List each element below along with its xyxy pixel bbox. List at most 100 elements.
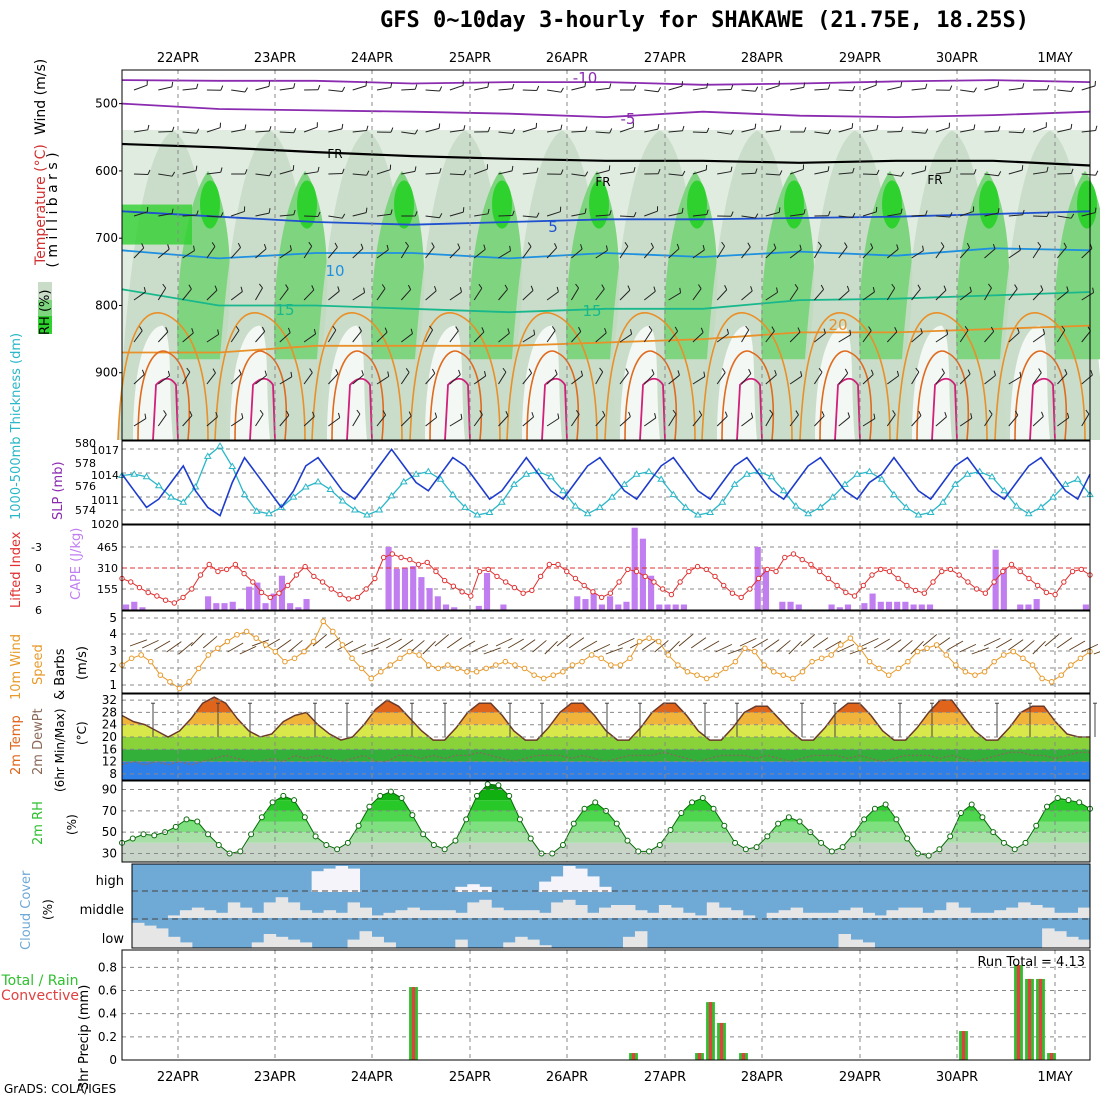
thickness-marker [1037,503,1045,510]
rh-unit-label: (%) [65,814,79,835]
isotherm-line [121,210,1091,226]
cape-bar [287,603,294,610]
precip-bar-convective [1027,978,1032,1060]
wind-barb [255,287,263,301]
wind-barb-flag [481,327,485,333]
lifted-marker [537,573,544,580]
wind-barb [498,371,507,385]
lifted-marker [206,561,212,568]
wind-barb-flag [625,368,629,374]
cloud-cell [862,912,875,918]
cloud-cell [1018,902,1031,918]
wind-barb-flag [580,370,584,376]
cloud-level-low: low [102,932,125,947]
wind-barb [668,212,683,217]
wind-barb-flag [601,284,605,290]
wind-barb-flag [1022,209,1025,215]
wind-barb [474,213,489,217]
wind10m-marker [579,658,585,665]
lifted-marker [973,586,980,592]
cloud-cell [1078,907,1091,918]
rh-marker [215,841,222,848]
wind-barb-flag [992,243,996,249]
wind-barb [911,415,922,427]
cloud-cell [311,912,325,918]
lifted-marker [485,566,491,573]
wind-barb-flag [285,410,290,416]
wind-barb-flag [556,286,559,292]
wind-barb [741,172,756,175]
cloud-cell [850,907,863,918]
wind-barb [328,246,338,259]
wind-barb-flag [967,369,971,375]
wind-barb [619,372,629,385]
wind-barb-flag [551,326,556,331]
wind-barb-flag [730,211,734,217]
cloud-cell [167,915,181,918]
wind-barb-flag [171,81,174,87]
cape-bar [762,568,770,610]
wind-barb [935,289,947,301]
rh-marker [398,795,405,802]
cloud-cell [1030,905,1043,918]
wind-barb-flag [147,169,151,175]
wind-barb [133,247,145,259]
rh-marker [559,841,566,848]
wind-barb [401,131,416,135]
wind-barb [498,88,513,91]
cloud-cell [455,912,468,918]
lifted-marker [302,563,308,570]
lifted-marker [511,584,518,591]
wind-barb [498,288,508,301]
wind-barb [765,374,777,385]
cape-bar [139,607,146,610]
wind-barb-flag [721,241,726,247]
wind-barb-flag [341,168,345,174]
lifted-marker [223,566,230,573]
wind-barb-flag [1094,207,1097,213]
wind-barb [449,330,459,343]
wind-barb-flag [431,242,435,248]
precip-run-total: Run Total = 4.13 [977,955,1085,970]
wind-barb [887,86,902,91]
upper-air-legend: Wind (m/s) Temperature (°C) RH (%) [33,59,53,335]
wind-barb [1032,416,1044,427]
wind-barb [328,373,339,385]
wind-barb [571,130,586,133]
wind10m-barb [337,640,354,651]
wind-barb [522,290,534,301]
wind10m-barb [666,640,680,655]
wind-barb-flag [313,328,317,335]
wind-barb-flag [458,369,461,375]
wind-barb-flag [925,128,929,134]
wind-barb [498,332,510,343]
wind-barb [1057,89,1072,92]
cloud-cell [251,912,265,918]
thickness-marker [939,498,947,505]
lifted-marker [991,579,997,585]
wind-barb-flag [682,170,686,176]
wind10m-marker [320,618,327,625]
cape-bar [795,604,802,610]
lifted-marker [738,594,744,601]
cloud-cell [155,928,169,948]
wind-barb [716,372,726,385]
wind-barb [765,291,778,301]
cloud-cell [383,912,396,918]
thickness-marker [203,452,212,459]
wind-barb-flag [1014,284,1018,290]
lifted-marker [276,590,282,596]
wind-barb [643,329,653,343]
wind-barb [862,84,877,91]
wind-barb [619,171,634,175]
rh-marker [312,833,319,840]
lifted-marker [659,586,666,592]
wind-barb [984,173,999,177]
rh-band [122,832,1090,843]
wind-barb-flag [293,209,296,215]
wind-barb [595,169,610,175]
wind-barb-flag [244,169,248,175]
wind-barb [206,289,218,301]
wind10m-marker [943,652,950,658]
thickness-marker [252,507,261,514]
